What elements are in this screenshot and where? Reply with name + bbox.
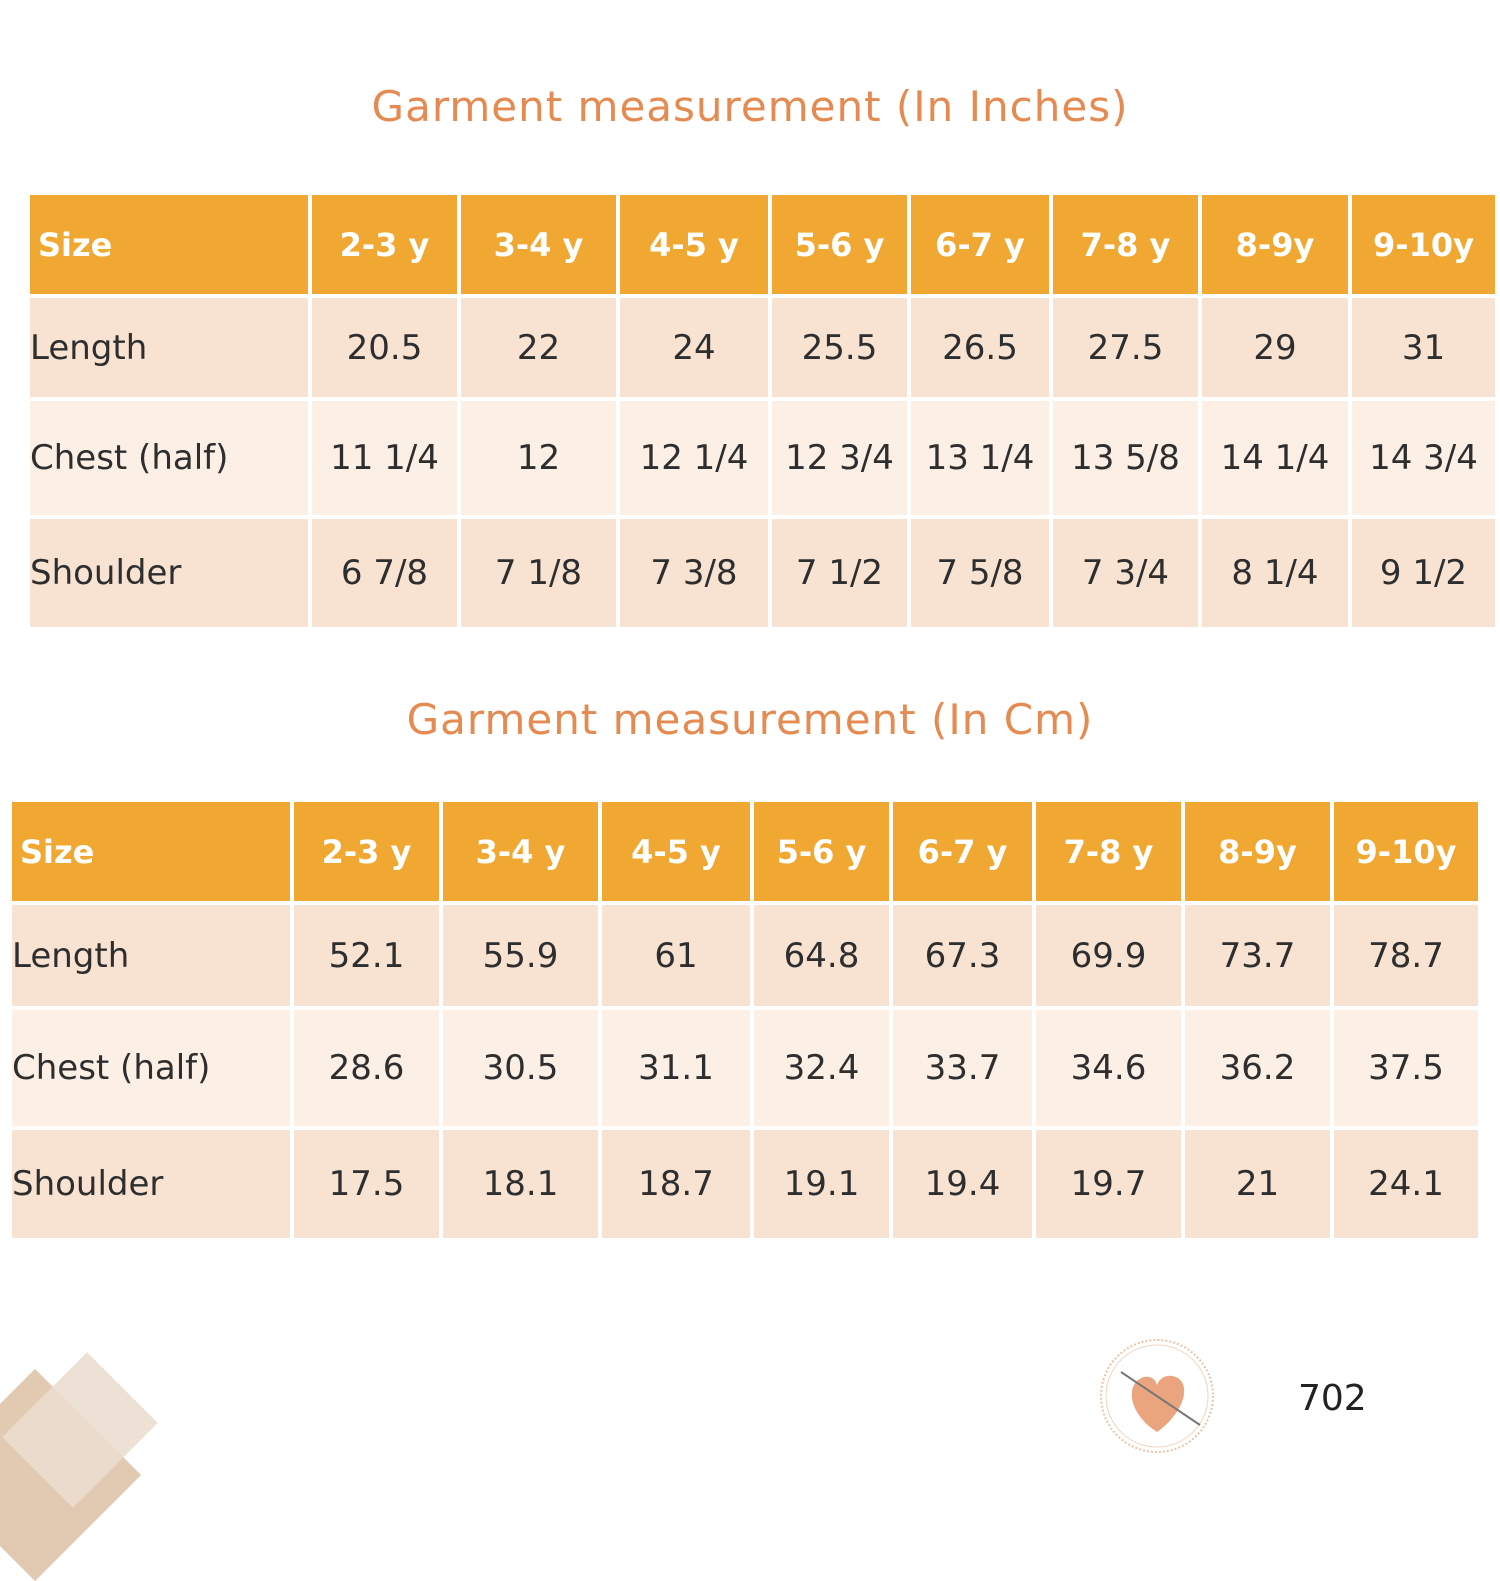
measurement-cell: 12 bbox=[457, 397, 620, 519]
row-label: Shoulder bbox=[8, 1126, 294, 1242]
size-column-header: 8-9y bbox=[1198, 191, 1352, 298]
measurement-cell: 55.9 bbox=[439, 901, 602, 1010]
measurement-cell: 34.6 bbox=[1032, 1006, 1185, 1130]
size-column-header: 7-8 y bbox=[1032, 798, 1185, 905]
table-row: Shoulder 17.5 18.1 18.7 19.1 19.4 19.7 21 24.1 bbox=[8, 1126, 1482, 1242]
size-column-header: 6-7 y bbox=[907, 191, 1053, 298]
size-column-header: 8-9y bbox=[1181, 798, 1334, 905]
size-column-header: 3-4 y bbox=[457, 191, 620, 298]
measurement-cell: 37.5 bbox=[1330, 1006, 1482, 1130]
measurement-cell: 14 1/4 bbox=[1198, 397, 1352, 519]
measurement-cell: 31.1 bbox=[598, 1006, 754, 1130]
measurement-cell: 52.1 bbox=[290, 901, 443, 1010]
measurement-cell: 18.1 bbox=[439, 1126, 602, 1242]
row-label: Chest (half) bbox=[8, 1006, 294, 1130]
size-column-header: 4-5 y bbox=[598, 798, 754, 905]
measurement-cell: 7 5/8 bbox=[907, 515, 1053, 631]
measurement-cell: 33.7 bbox=[889, 1006, 1036, 1130]
measurement-cell: 7 3/4 bbox=[1049, 515, 1202, 631]
size-column-header: 5-6 y bbox=[750, 798, 893, 905]
measurement-cell: 27.5 bbox=[1049, 294, 1202, 401]
measurement-cell: 9 1/2 bbox=[1348, 515, 1499, 631]
table-row: Length 20.5 22 24 25.5 26.5 27.5 29 31 bbox=[26, 294, 1499, 401]
inches-table-title: Garment measurement (In Inches) bbox=[371, 82, 1129, 131]
size-column-header: 5-6 y bbox=[768, 191, 911, 298]
row-label: Shoulder bbox=[26, 515, 312, 631]
header-row: Size 2-3 y 3-4 y 4-5 y 5-6 y 6-7 y 7-8 y 8-9y 9-… bbox=[26, 191, 1499, 298]
size-column-header: 3-4 y bbox=[439, 798, 602, 905]
measurement-cell: 67.3 bbox=[889, 901, 1036, 1010]
measurement-cell: 12 3/4 bbox=[768, 397, 911, 519]
size-column-header: 6-7 y bbox=[889, 798, 1036, 905]
measurement-cell: 13 5/8 bbox=[1049, 397, 1202, 519]
table-row: Chest (half) 28.6 30.5 31.1 32.4 33.7 34.6 36.2… bbox=[8, 1006, 1482, 1130]
measurement-cell: 28.6 bbox=[290, 1006, 443, 1130]
inches-measurement-table: Size 2-3 y 3-4 y 4-5 y 5-6 y 6-7 y 7-8 y 8-9y 9-… bbox=[26, 191, 1499, 631]
measurement-cell: 19.4 bbox=[889, 1126, 1036, 1242]
heart-stamp-logo-icon bbox=[1100, 1339, 1214, 1453]
size-column-header: 2-3 y bbox=[290, 798, 443, 905]
measurement-cell: 18.7 bbox=[598, 1126, 754, 1242]
size-column-header: 9-10y bbox=[1330, 798, 1482, 905]
measurement-cell: 24 bbox=[616, 294, 772, 401]
cm-measurement-table: Size 2-3 y 3-4 y 4-5 y 5-6 y 6-7 y 7-8 y 8-9y 9-… bbox=[8, 798, 1482, 1242]
measurement-cell: 26.5 bbox=[907, 294, 1053, 401]
table-row: Chest (half) 11 1/4 12 12 1/4 12 3/4 13 1/4 13… bbox=[26, 397, 1499, 519]
page-number: 702 bbox=[1298, 1378, 1367, 1419]
table-row: Length 52.1 55.9 61 64.8 67.3 69.9 73.7 78.7 bbox=[8, 901, 1482, 1010]
measurement-cell: 36.2 bbox=[1181, 1006, 1334, 1130]
measurement-cell: 8 1/4 bbox=[1198, 515, 1352, 631]
measurement-cell: 69.9 bbox=[1032, 901, 1185, 1010]
measurement-cell: 7 1/8 bbox=[457, 515, 620, 631]
measurement-cell: 32.4 bbox=[750, 1006, 893, 1130]
row-label: Chest (half) bbox=[26, 397, 312, 519]
table-row: Shoulder 6 7/8 7 1/8 7 3/8 7 1/2 7 5/8 7 3/4 8 … bbox=[26, 515, 1499, 631]
measurement-cell: 12 1/4 bbox=[616, 397, 772, 519]
measurement-cell: 14 3/4 bbox=[1348, 397, 1499, 519]
measurement-cell: 73.7 bbox=[1181, 901, 1334, 1010]
size-header: Size bbox=[26, 191, 312, 298]
measurement-cell: 11 1/4 bbox=[308, 397, 461, 519]
measurement-cell: 17.5 bbox=[290, 1126, 443, 1242]
measurement-cell: 64.8 bbox=[750, 901, 893, 1010]
size-column-header: 4-5 y bbox=[616, 191, 772, 298]
measurement-cell: 20.5 bbox=[308, 294, 461, 401]
measurement-cell: 13 1/4 bbox=[907, 397, 1053, 519]
measurement-cell: 31 bbox=[1348, 294, 1499, 401]
measurement-cell: 7 1/2 bbox=[768, 515, 911, 631]
row-label: Length bbox=[8, 901, 294, 1010]
measurement-cell: 30.5 bbox=[439, 1006, 602, 1130]
cm-table-title: Garment measurement (In Cm) bbox=[406, 695, 1094, 744]
size-header: Size bbox=[8, 798, 294, 905]
measurement-cell: 29 bbox=[1198, 294, 1352, 401]
measurement-cell: 61 bbox=[598, 901, 754, 1010]
header-row: Size 2-3 y 3-4 y 4-5 y 5-6 y 6-7 y 7-8 y 8-9y 9-… bbox=[8, 798, 1482, 905]
measurement-cell: 19.1 bbox=[750, 1126, 893, 1242]
row-label: Length bbox=[26, 294, 312, 401]
measurement-cell: 19.7 bbox=[1032, 1126, 1185, 1242]
measurement-cell: 22 bbox=[457, 294, 620, 401]
size-column-header: 7-8 y bbox=[1049, 191, 1202, 298]
measurement-cell: 6 7/8 bbox=[308, 515, 461, 631]
measurement-cell: 24.1 bbox=[1330, 1126, 1482, 1242]
measurement-cell: 21 bbox=[1181, 1126, 1334, 1242]
measurement-cell: 78.7 bbox=[1330, 901, 1482, 1010]
size-column-header: 2-3 y bbox=[308, 191, 461, 298]
size-column-header: 9-10y bbox=[1348, 191, 1499, 298]
measurement-cell: 7 3/8 bbox=[616, 515, 772, 631]
measurement-cell: 25.5 bbox=[768, 294, 911, 401]
